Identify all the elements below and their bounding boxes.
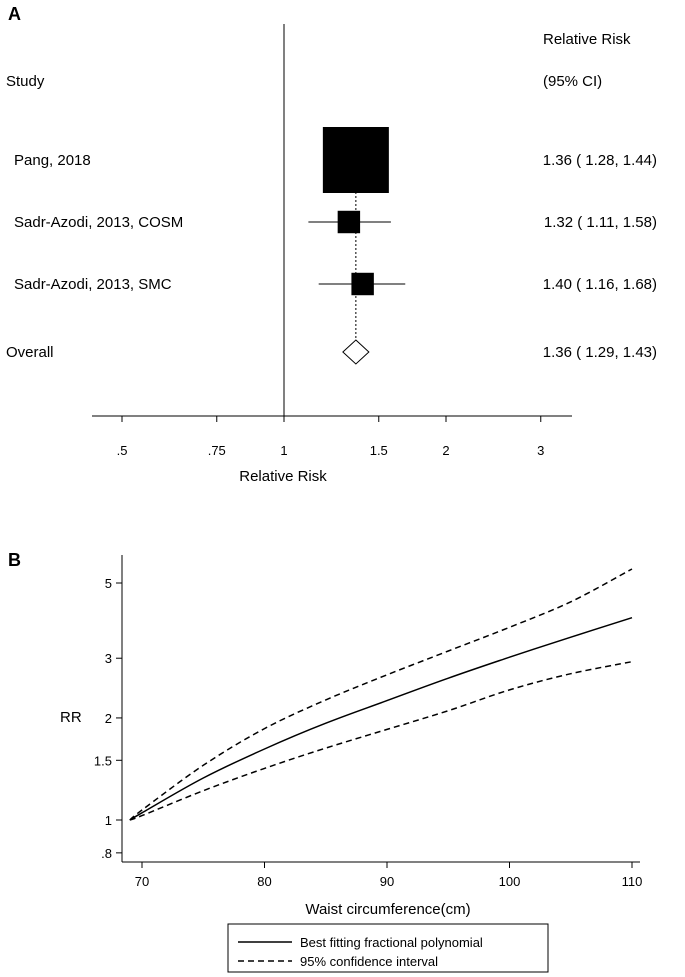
panel-label-a: A bbox=[8, 4, 21, 24]
forest-x-tick-label: 3 bbox=[537, 443, 544, 458]
y-tick-label: 3 bbox=[105, 651, 112, 666]
study-label: Sadr-Azodi, 2013, SMC bbox=[14, 276, 172, 293]
x-tick-label: 70 bbox=[135, 874, 149, 889]
overall-ci-text: 1.36 ( 1.29, 1.43) bbox=[543, 344, 657, 361]
legend: Best fitting fractional polynomial 95% c… bbox=[227, 923, 549, 973]
x-tick-label: 100 bbox=[499, 874, 521, 889]
study-ci-text: 1.36 ( 1.28, 1.44) bbox=[543, 152, 657, 169]
y-tick-label: .8 bbox=[101, 846, 112, 861]
study-weight-square bbox=[322, 127, 389, 193]
ci-column-header: (95% CI) bbox=[543, 73, 602, 90]
forest-x-tick-label: 1 bbox=[280, 443, 287, 458]
study-label: Sadr-Azodi, 2013, COSM bbox=[14, 214, 183, 231]
dose-response-panel: B RR .8 1 1.5 2 3 5 70 80 90 100 110 Waist circumf… bbox=[8, 550, 643, 973]
y-tick-label: 5 bbox=[105, 576, 112, 591]
rr-column-header: Relative Risk bbox=[543, 31, 631, 48]
forest-x-axis-label: Relative Risk bbox=[239, 468, 327, 485]
overall-label: Overall bbox=[6, 344, 54, 361]
y-tick-label: 1 bbox=[105, 813, 112, 828]
study-weight-square bbox=[351, 272, 374, 296]
forest-x-tick-label: 1.5 bbox=[370, 443, 388, 458]
forest-plot-panel: A Study Relative Risk (95% CI) Pang, 201… bbox=[6, 4, 657, 485]
y-tick-label: 1.5 bbox=[94, 753, 112, 768]
forest-x-tick-label: .75 bbox=[208, 443, 226, 458]
overall-diamond bbox=[342, 339, 370, 365]
x-axis-label: Waist circumference(cm) bbox=[305, 901, 470, 918]
legend-box bbox=[227, 923, 549, 973]
y-tick-label: 2 bbox=[105, 711, 112, 726]
x-tick-label: 90 bbox=[380, 874, 394, 889]
legend-entry-ci: 95% confidence interval bbox=[300, 954, 438, 969]
forest-x-tick-label: .5 bbox=[117, 443, 128, 458]
x-tick-label: 110 bbox=[622, 874, 643, 889]
x-tick-label: 80 bbox=[257, 874, 271, 889]
forest-x-tick-label: 2 bbox=[442, 443, 449, 458]
study-ci-text: 1.32 ( 1.11, 1.58) bbox=[544, 214, 657, 231]
panel-label-b: B bbox=[8, 550, 21, 570]
study-column-header: Study bbox=[6, 73, 45, 90]
study-weight-square bbox=[337, 210, 361, 234]
fit-curve bbox=[129, 616, 633, 821]
study-label: Pang, 2018 bbox=[14, 152, 91, 169]
ci-lower-curve bbox=[129, 660, 633, 821]
ci-upper-curve bbox=[129, 568, 633, 821]
study-ci-text: 1.40 ( 1.16, 1.68) bbox=[543, 276, 657, 293]
y-axis-label: RR bbox=[60, 709, 82, 726]
legend-entry-fit: Best fitting fractional polynomial bbox=[300, 935, 483, 950]
